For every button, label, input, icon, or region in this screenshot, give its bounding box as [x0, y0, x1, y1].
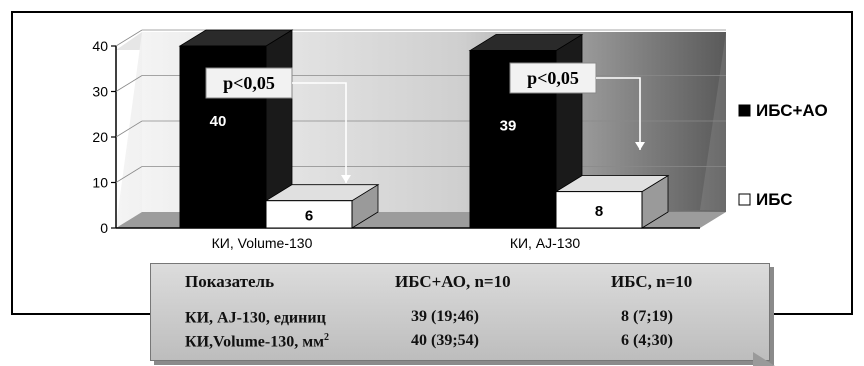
callout-arrowhead: [635, 142, 645, 150]
bar-ibs-0: 6: [264, 183, 380, 229]
callout-arrowhead: [341, 175, 351, 183]
bar-ibs-1: 8: [554, 174, 670, 229]
p-value-callout: p<0,05: [205, 67, 351, 183]
y-tick-label: 40: [92, 38, 108, 54]
bar-value-label: 39: [500, 118, 517, 135]
callout-box: [509, 62, 597, 94]
table-row-label: КИ, AJ-130, единиц: [185, 309, 326, 327]
bar-face: [555, 191, 643, 229]
bars: 40 39 6 8: [178, 29, 670, 229]
p-value-callout: p<0,05: [509, 62, 645, 150]
table-header-indicator: Показатель: [185, 272, 275, 291]
table-cell: 40 (39;54): [411, 332, 479, 349]
legend: ИБС+АО ИБС: [738, 101, 828, 209]
table-cell: 39 (19;46): [411, 308, 479, 325]
table-header-ibs-ao: ИБС+АО, n=10: [395, 272, 511, 291]
table-fold: [753, 352, 775, 366]
legend-label: ИБС: [756, 190, 793, 209]
callout-text: p<0,05: [527, 68, 579, 88]
y-tick-label: 0: [100, 220, 108, 236]
callout-arrow-line: [596, 77, 641, 150]
legend-item: ИБС: [738, 190, 793, 209]
category-label: КИ, Volume-130: [212, 235, 313, 251]
y-tick-label: 30: [92, 84, 108, 100]
legend-swatch: [738, 193, 751, 206]
category-label: КИ, AJ-130: [510, 235, 581, 251]
callout-arrow-line: [292, 82, 347, 183]
y-ticks: 0 10 20 30 40: [92, 38, 116, 236]
callout-text: p<0,05: [223, 73, 275, 93]
bar-face: [265, 200, 353, 229]
gridline-side: [115, 75, 143, 92]
table-row-label: КИ,Volume-130, мм2: [185, 332, 330, 351]
gridline-side: [115, 29, 143, 47]
stats-table: Показатель ИБС+АО, n=10 ИБС, n=10 КИ, AJ…: [150, 263, 775, 366]
gridline-side: [115, 120, 143, 138]
y-tick-label: 20: [92, 129, 108, 145]
gridline-side: [115, 166, 143, 183]
legend-item: ИБС+АО: [738, 101, 828, 120]
table-header-ibs: ИБС, n=10: [611, 272, 693, 291]
bar-value-label: 40: [210, 113, 227, 130]
legend-label: ИБС+АО: [756, 101, 828, 120]
legend-swatch: [738, 104, 751, 117]
bar-value-label: 8: [595, 203, 603, 220]
table-cell: 6 (4;30): [621, 332, 673, 349]
table-cell: 8 (7;19): [621, 308, 673, 325]
bar-value-label: 6: [305, 207, 313, 224]
annotations: p<0,05 p<0,05: [205, 62, 645, 183]
y-tick-label: 10: [92, 175, 108, 191]
category-labels: КИ, Volume-130 КИ, AJ-130: [212, 235, 581, 251]
